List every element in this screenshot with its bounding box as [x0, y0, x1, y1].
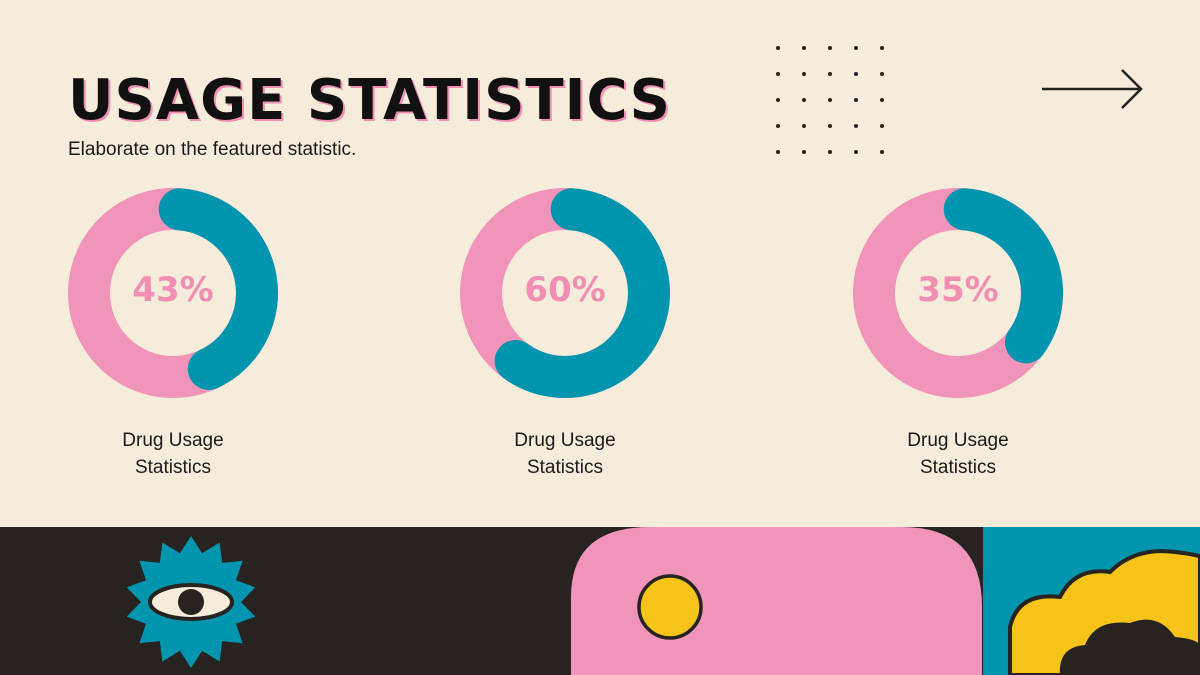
eye-icon [126, 536, 256, 668]
donut-arc-3 [943, 188, 1063, 364]
pink-pill-shape [571, 527, 982, 675]
decorative-footer [0, 527, 1200, 675]
circle-icon [637, 574, 703, 640]
donut-svg-1 [68, 188, 278, 398]
donut-chart-1: 43% Drug Usage Statistics [66, 186, 280, 481]
donut-svg-3 [853, 188, 1063, 398]
donut-svg-2 [460, 188, 670, 398]
arrow-right-icon[interactable] [1038, 66, 1148, 114]
cloud-icon [1008, 549, 1200, 675]
donut-arc-2 [494, 188, 670, 398]
page-title: USAGE STATISTICS [68, 68, 671, 133]
donut-value-3: 35% [917, 270, 999, 310]
page-subtitle: Elaborate on the featured statistic. [68, 139, 357, 160]
donut-value-2: 60% [524, 270, 606, 310]
donut-chart-3: 35% Drug Usage Statistics [851, 186, 1065, 481]
donut-arc-1 [158, 188, 278, 391]
donut-label-2: Drug Usage Statistics [514, 430, 616, 478]
donut-value-1: 43% [132, 270, 214, 310]
dot-grid-icon [776, 46, 884, 154]
donut-label-1: Drug Usage Statistics [122, 430, 224, 478]
donut-label-3: Drug Usage Statistics [907, 430, 1009, 478]
donut-chart-2: 60% Drug Usage Statistics [458, 186, 672, 481]
